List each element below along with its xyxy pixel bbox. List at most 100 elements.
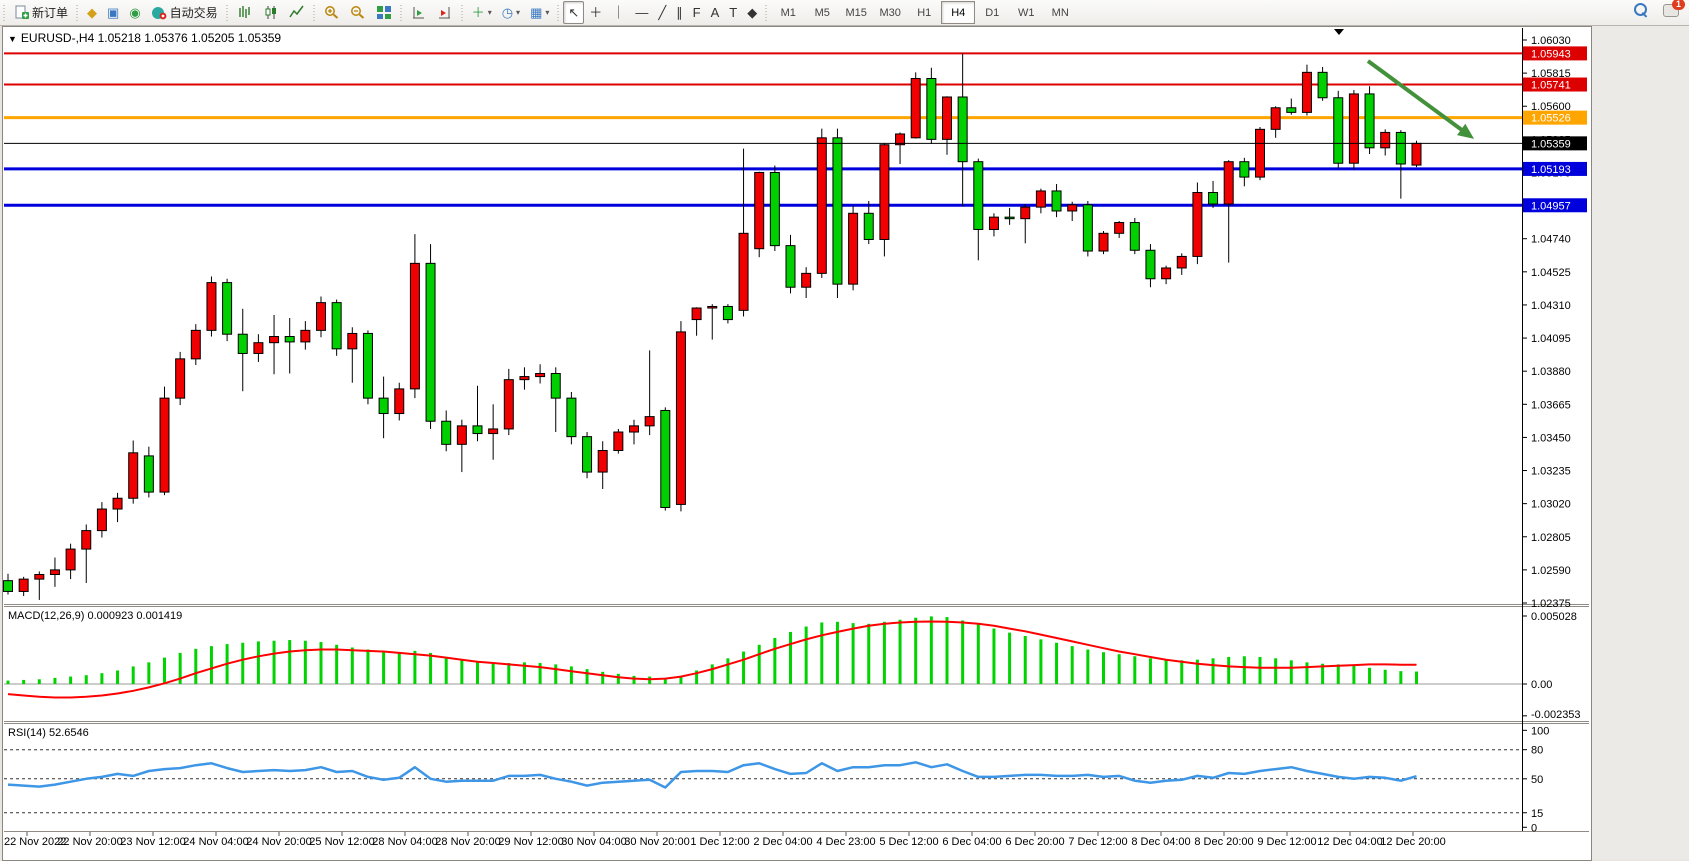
tile-windows-icon[interactable] [371, 1, 397, 24]
macd-histogram-bar [303, 640, 307, 684]
timeframe-M15[interactable]: M15 [845, 6, 867, 19]
dropdown-arrow-icon: ▾ [516, 8, 521, 17]
toolbar-separator [764, 2, 770, 23]
macd-histogram-bar [961, 620, 965, 684]
cursor-tool[interactable]: ↖ [563, 1, 585, 24]
macd-histogram-bar [898, 619, 902, 684]
macd-histogram-bar [147, 662, 151, 684]
timeframe-MN[interactable]: MN [1051, 6, 1069, 19]
candle-up [1192, 191, 1203, 257]
new-order-button[interactable]: 新订单 [9, 1, 73, 24]
line-price-label: 1.05526 [1531, 113, 1571, 125]
candle-up [816, 137, 827, 274]
panel-borders [4, 28, 1589, 832]
price-tick-label: 1.02375 [1531, 598, 1571, 610]
candlestick-chart-icon[interactable] [258, 1, 284, 24]
equidistant-channel-tool[interactable]: ∥ [676, 5, 683, 20]
candle-up [988, 216, 999, 230]
candle-down [1051, 190, 1062, 212]
price-tick-label: 1.03235 [1531, 466, 1571, 478]
candle-down [1208, 191, 1219, 205]
broadcast-icon[interactable]: ◉ [129, 5, 141, 20]
macd-histogram-bar [163, 657, 166, 684]
charts-window-icon[interactable]: ▣ [107, 5, 120, 20]
trend-arrow-annotation[interactable] [1366, 59, 1475, 139]
macd-histogram-bar [69, 676, 73, 684]
zoom-out-icon[interactable] [345, 1, 371, 24]
bar-chart-icon[interactable] [232, 1, 258, 24]
candle-down [3, 580, 13, 592]
fibonacci-tool[interactable]: F [692, 5, 701, 20]
time-tick-label: 30 Nov 20:00 [624, 836, 689, 848]
trendline-tool[interactable]: ╱ [658, 5, 667, 20]
candle-down [222, 282, 233, 335]
price-tick-label: 1.05600 [1531, 101, 1571, 113]
candle-up [1114, 222, 1125, 234]
new-order-label: 新订单 [32, 6, 69, 20]
zoom-in-icon[interactable] [319, 1, 345, 24]
price-tick-label: 1.04525 [1531, 267, 1571, 279]
macd-histogram-bar [100, 673, 104, 684]
time-tick-label: 8 Dec 20:00 [1194, 836, 1253, 848]
macd-histogram-bar [1133, 656, 1137, 684]
macd-histogram-bar [507, 663, 511, 684]
rsi-tick-label: 50 [1531, 774, 1543, 786]
autotrading-icon [151, 7, 167, 20]
rsi-panel[interactable] [4, 749, 1522, 814]
timeframe-W1[interactable]: W1 [1017, 6, 1035, 19]
arrows-tool[interactable]: ◆ [747, 5, 758, 20]
chart-shift-icon[interactable] [432, 1, 458, 24]
timeframe-H1[interactable]: H1 [917, 6, 932, 19]
macd-axis[interactable]: 0.005028 0.00 -0.002353 [1522, 611, 1581, 721]
macd-histogram-bar [22, 679, 26, 684]
macd-panel[interactable] [4, 616, 1522, 699]
macd-histogram-bar [554, 664, 558, 684]
shift-marker-icon[interactable] [1334, 29, 1344, 35]
vertical-line-tool[interactable]: ｜ [612, 5, 626, 20]
line-chart-icon[interactable] [284, 1, 310, 24]
candle-down [660, 409, 671, 508]
autotrading-label: 自动交易 [169, 6, 218, 20]
timeframe-M1[interactable]: M1 [780, 6, 796, 19]
macd-histogram-bar [851, 623, 855, 684]
auto-scroll-icon[interactable] [406, 1, 432, 24]
macd-indicator-label: MACD(12,26,9) 0.000923 0.001419 [8, 610, 183, 622]
timeframe-M30[interactable]: M30 [879, 6, 901, 19]
periods-button[interactable]: ◷ ▾ [501, 5, 521, 20]
notifications-icon[interactable]: 1 [1663, 0, 1685, 18]
candle-down [441, 420, 452, 445]
timeframe-H4[interactable]: H4 [941, 1, 976, 24]
rsi-axis[interactable]: 100 80 50 15 0 [1522, 725, 1549, 834]
macd-histogram-bar [194, 648, 198, 684]
text-label-tool[interactable]: T [729, 5, 738, 20]
horizontal-line-tool[interactable]: — [635, 5, 649, 20]
macd-histogram-bar [1368, 667, 1372, 684]
candle-up [112, 497, 123, 510]
time-tick-label: 6 Dec 20:00 [1005, 836, 1064, 848]
compass-icon[interactable]: ◆ [87, 5, 98, 20]
macd-histogram-bar [366, 649, 370, 684]
time-tick-label: 30 Nov 04:00 [561, 836, 626, 848]
search-icon[interactable] [1633, 2, 1649, 18]
templates-button[interactable]: ▦ ▾ [530, 5, 550, 20]
indicators-button[interactable]: ＋ ▾ [471, 5, 492, 20]
price-tick-label: 1.03020 [1531, 499, 1571, 511]
macd-histogram-bar [742, 651, 746, 684]
time-tick-label: 12 Dec 20:00 [1380, 836, 1445, 848]
timeframe-M5[interactable]: M5 [814, 6, 830, 19]
candle-up [503, 379, 514, 430]
autotrading-button[interactable]: 自动交易 [146, 1, 223, 24]
macd-histogram-bar [992, 628, 996, 684]
macd-histogram-bar [1195, 659, 1199, 684]
macd-histogram-bar [37, 679, 41, 684]
macd-histogram-bar [429, 652, 433, 684]
text-tool[interactable]: A [710, 5, 720, 20]
timeframe-D1[interactable]: D1 [985, 6, 1000, 19]
rsi-line [7, 761, 1417, 789]
macd-histogram-bar [444, 656, 448, 684]
crosshair-tool[interactable]: ＋ [589, 5, 603, 20]
macd-histogram-bar [1055, 642, 1059, 684]
collapse-chart-icon[interactable]: ▼ [8, 34, 17, 44]
